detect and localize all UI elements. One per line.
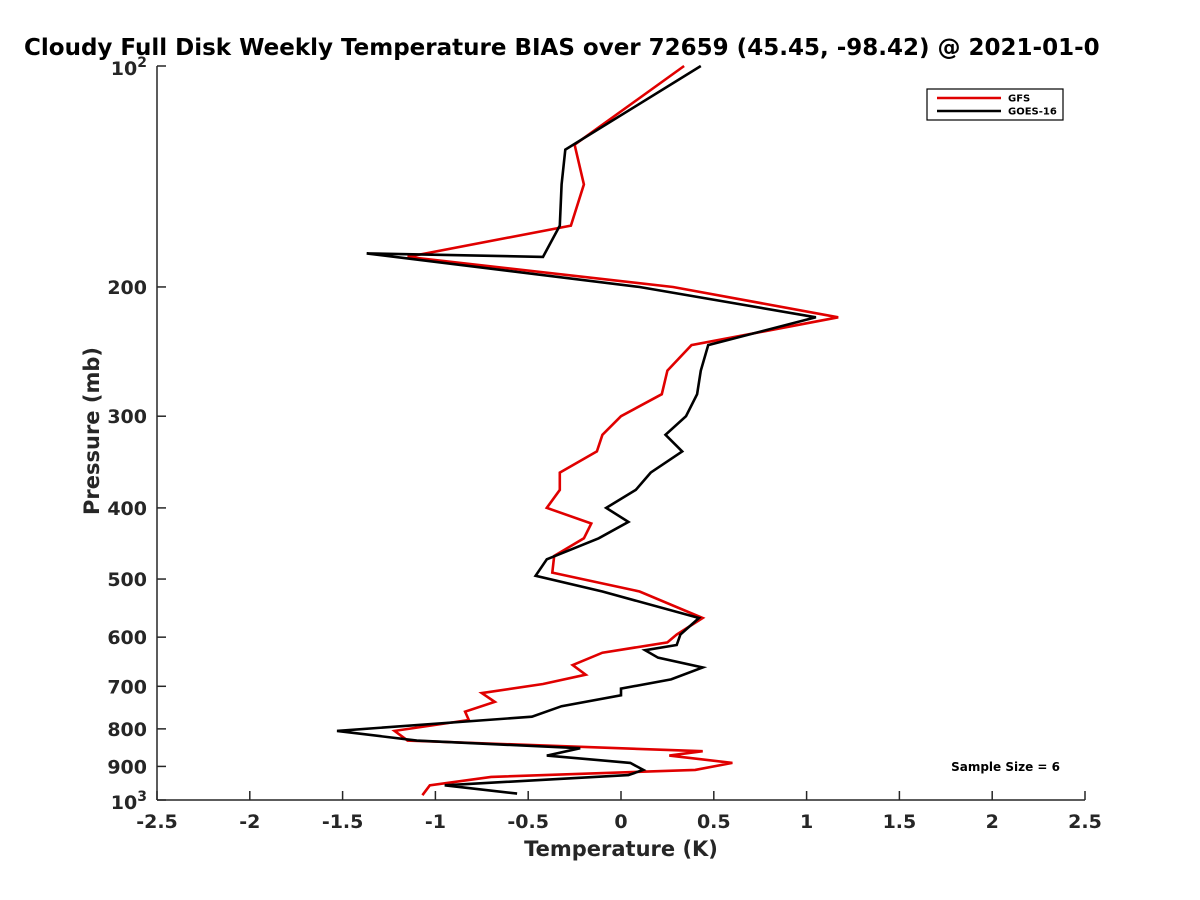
y-tick-label: 102 — [111, 55, 147, 80]
legend-box — [926, 88, 1064, 121]
y-tick-base: 10 — [111, 792, 137, 814]
y-tick-label: 300 — [107, 406, 147, 428]
chart-title: Cloudy Full Disk Weekly Temperature BIAS… — [24, 35, 1100, 61]
y-tick-label: 103 — [111, 789, 147, 814]
x-tick-label: 1.5 — [883, 811, 917, 833]
x-tick-label: 2 — [986, 811, 999, 833]
x-tick-label: 2.5 — [1068, 811, 1102, 833]
y-axis-label: Pressure (mb) — [80, 347, 104, 515]
y-tick-exponent: 3 — [137, 789, 147, 805]
x-tick-label: -0.5 — [507, 811, 549, 833]
y-tick-label: 400 — [107, 498, 147, 520]
x-tick-label: -1 — [425, 811, 446, 833]
legend-label: GFS — [1008, 94, 1030, 105]
legend: GFS GOES-16 — [926, 88, 1064, 121]
x-tick-label: 0.5 — [697, 811, 731, 833]
y-tick-label: 700 — [107, 676, 147, 698]
x-tick-label: -2 — [239, 811, 260, 833]
y-tick-label: 200 — [107, 277, 147, 299]
y-tick-label: 800 — [107, 719, 147, 741]
x-tick-label: -1.5 — [322, 811, 364, 833]
x-tick-label: -2.5 — [136, 811, 178, 833]
legend-label: GOES-16 — [1008, 107, 1057, 118]
x-tick-label: 0 — [614, 811, 627, 833]
series-layer — [336, 64, 839, 796]
y-tick-label: 600 — [107, 627, 147, 649]
x-axis-label: Temperature (K) — [524, 837, 718, 861]
x-tick-label: 1 — [800, 811, 813, 833]
plot-axes: -2.5 -2 -1.5 -1 -0.5 0 0.5 1 1.5 2 2.5102200300400… — [107, 55, 1102, 833]
y-tick-exponent: 2 — [137, 55, 147, 71]
y-tick-label: 900 — [107, 756, 147, 778]
series-line-gfs — [391, 64, 839, 796]
y-tick-label: 500 — [107, 569, 147, 591]
series-line-goes-16 — [336, 64, 817, 795]
y-tick-base: 10 — [111, 58, 137, 80]
sample-size-annotation: Sample Size = 6 — [951, 760, 1060, 774]
